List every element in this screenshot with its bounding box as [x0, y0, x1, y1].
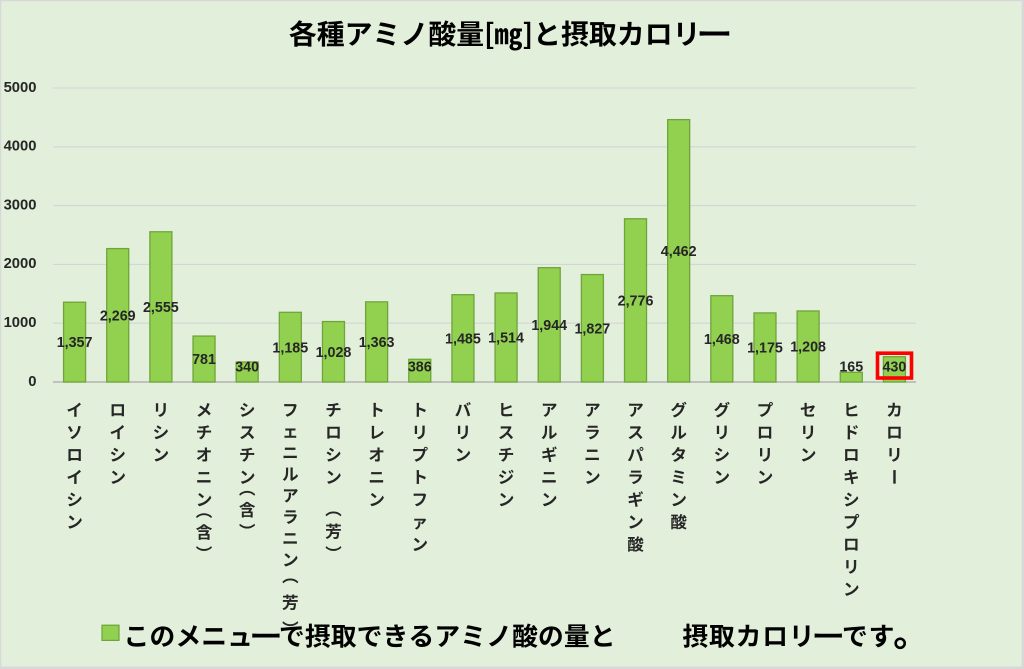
svg-text:1,175: 1,175 — [747, 341, 783, 357]
svg-text:165: 165 — [839, 360, 863, 376]
svg-text:386: 386 — [408, 360, 432, 376]
svg-text:781: 781 — [192, 352, 216, 368]
svg-text:2000: 2000 — [4, 256, 37, 272]
svg-text:4000: 4000 — [4, 139, 37, 155]
svg-text:1,357: 1,357 — [57, 335, 93, 351]
svg-text:430: 430 — [882, 360, 906, 376]
svg-text:1,827: 1,827 — [574, 321, 610, 337]
svg-text:2,776: 2,776 — [618, 293, 654, 309]
svg-text:1000: 1000 — [4, 315, 37, 331]
svg-text:340: 340 — [235, 360, 259, 376]
svg-text:5000: 5000 — [4, 80, 37, 96]
svg-text:3000: 3000 — [4, 197, 37, 213]
svg-text:2,555: 2,555 — [143, 300, 179, 316]
svg-text:1,185: 1,185 — [272, 340, 308, 356]
svg-text:1,944: 1,944 — [531, 318, 567, 334]
svg-text:1,363: 1,363 — [359, 335, 395, 351]
svg-text:2,269: 2,269 — [100, 308, 136, 324]
svg-text:1,468: 1,468 — [704, 332, 740, 348]
svg-text:1,514: 1,514 — [488, 331, 524, 347]
svg-text:1,485: 1,485 — [445, 331, 481, 347]
svg-text:1,028: 1,028 — [316, 345, 352, 361]
svg-text:1,208: 1,208 — [790, 340, 826, 356]
svg-text:0: 0 — [28, 374, 36, 390]
svg-text:4,462: 4,462 — [661, 244, 697, 260]
